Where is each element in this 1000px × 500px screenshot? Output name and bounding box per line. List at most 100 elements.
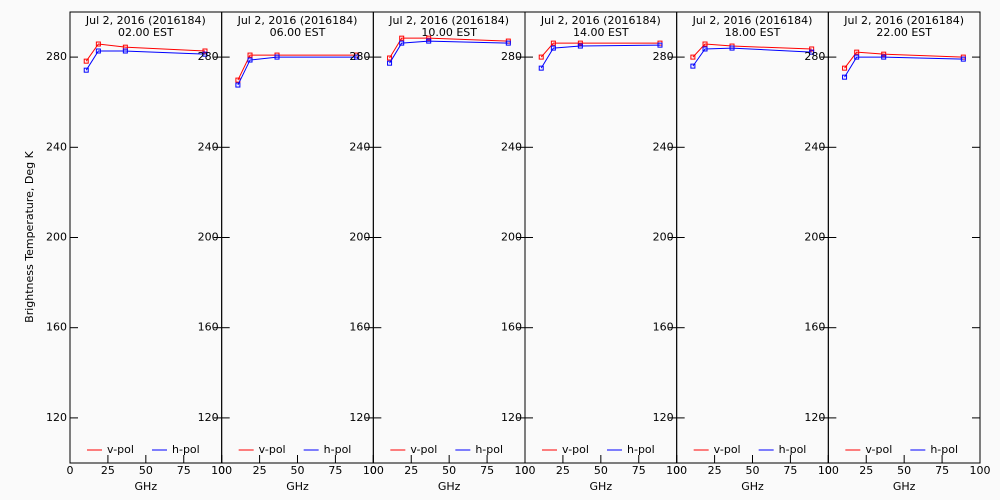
data-point bbox=[842, 74, 848, 80]
series-line bbox=[389, 40, 509, 64]
series-line bbox=[844, 56, 964, 78]
data-point bbox=[881, 54, 887, 60]
x-axis-label: GHz bbox=[135, 480, 158, 493]
y-tick-label: 240 bbox=[804, 140, 825, 153]
data-point bbox=[577, 40, 583, 46]
legend-label: v-pol bbox=[714, 443, 741, 456]
legend-label: v-pol bbox=[562, 443, 589, 456]
y-tick-label: 120 bbox=[46, 411, 67, 424]
x-axis-label: GHz bbox=[741, 480, 764, 493]
series-line bbox=[85, 50, 206, 71]
legend-label: h-pol bbox=[324, 443, 352, 456]
y-tick-label: 280 bbox=[46, 50, 67, 63]
series-line bbox=[85, 43, 206, 62]
data-point bbox=[809, 49, 815, 55]
chart-title: Jul 2, 2016 (2016184) bbox=[843, 14, 964, 27]
y-tick-label: 160 bbox=[198, 321, 219, 334]
data-point bbox=[202, 48, 208, 54]
data-point bbox=[550, 40, 556, 46]
x-tick-label: 100 bbox=[970, 464, 991, 477]
chart-title: Jul 2, 2016 (2016184) bbox=[692, 14, 813, 27]
data-point bbox=[83, 67, 89, 73]
x-tick-label: 25 bbox=[101, 464, 115, 477]
data-point bbox=[842, 65, 848, 71]
legend-label: h-pol bbox=[475, 443, 503, 456]
x-tick-label: 75 bbox=[328, 464, 342, 477]
y-tick-label: 240 bbox=[653, 140, 674, 153]
y-tick-label: 160 bbox=[501, 321, 522, 334]
y-tick-label: 120 bbox=[349, 411, 370, 424]
data-point bbox=[690, 54, 696, 60]
data-point bbox=[854, 54, 860, 60]
data-point bbox=[854, 49, 860, 55]
x-tick-label: 50 bbox=[897, 464, 911, 477]
y-tick-label: 160 bbox=[804, 321, 825, 334]
chart-subtitle: 18.00 EST bbox=[725, 26, 781, 39]
data-point bbox=[538, 54, 544, 60]
data-point bbox=[577, 43, 583, 49]
y-axis-label: Brightness Temperature, Deg K bbox=[23, 150, 36, 322]
data-point bbox=[95, 41, 101, 47]
data-point bbox=[399, 35, 405, 41]
data-point bbox=[247, 57, 253, 63]
series-line bbox=[844, 51, 964, 69]
y-tick-label: 200 bbox=[501, 231, 522, 244]
legend-label: v-pol bbox=[410, 443, 437, 456]
y-tick-label: 160 bbox=[349, 321, 370, 334]
y-tick-label: 160 bbox=[46, 321, 67, 334]
series-line bbox=[692, 47, 812, 67]
legend-label: h-pol bbox=[627, 443, 655, 456]
legend-label: v-pol bbox=[865, 443, 892, 456]
y-tick-label: 200 bbox=[804, 231, 825, 244]
data-point bbox=[960, 56, 966, 62]
x-tick-label: 75 bbox=[632, 464, 646, 477]
x-tick-label: 0 bbox=[218, 464, 225, 477]
y-tick-label: 120 bbox=[653, 411, 674, 424]
data-point bbox=[387, 60, 393, 66]
x-tick-label: 100 bbox=[666, 464, 687, 477]
x-tick-label: 100 bbox=[211, 464, 232, 477]
chart-subtitle: 02.00 EST bbox=[118, 26, 174, 39]
data-point bbox=[809, 46, 815, 52]
x-tick-label: 50 bbox=[594, 464, 608, 477]
chart-title: Jul 2, 2016 (2016184) bbox=[388, 14, 509, 27]
data-point bbox=[657, 42, 663, 48]
y-tick-label: 120 bbox=[198, 411, 219, 424]
legend-label: h-pol bbox=[779, 443, 807, 456]
y-tick-label: 120 bbox=[804, 411, 825, 424]
y-tick-label: 240 bbox=[501, 140, 522, 153]
data-point bbox=[550, 45, 556, 51]
x-tick-label: 25 bbox=[404, 464, 418, 477]
chart-subtitle: 06.00 EST bbox=[270, 26, 326, 39]
plot-frame bbox=[827, 11, 981, 464]
series-line bbox=[692, 43, 812, 58]
data-point bbox=[202, 51, 208, 57]
y-tick-label: 120 bbox=[501, 411, 522, 424]
chart-subtitle: 14.00 EST bbox=[573, 26, 629, 39]
x-tick-label: 50 bbox=[139, 464, 153, 477]
x-axis-label: GHz bbox=[590, 480, 613, 493]
legend-label: h-pol bbox=[930, 443, 958, 456]
data-point bbox=[881, 51, 887, 57]
data-point bbox=[702, 41, 708, 47]
y-tick-label: 280 bbox=[501, 50, 522, 63]
y-tick-label: 200 bbox=[653, 231, 674, 244]
x-tick-label: 100 bbox=[515, 464, 536, 477]
data-point bbox=[505, 40, 511, 46]
data-point bbox=[702, 46, 708, 52]
y-tick-label: 200 bbox=[46, 231, 67, 244]
x-axis-label: GHz bbox=[893, 480, 916, 493]
x-tick-label: 75 bbox=[177, 464, 191, 477]
x-tick-label: 100 bbox=[363, 464, 384, 477]
data-point bbox=[729, 45, 735, 51]
y-tick-label: 160 bbox=[653, 321, 674, 334]
data-point bbox=[274, 54, 280, 60]
x-tick-label: 0 bbox=[370, 464, 377, 477]
legend-label: v-pol bbox=[107, 443, 134, 456]
x-tick-label: 75 bbox=[480, 464, 494, 477]
x-tick-label: 0 bbox=[522, 464, 529, 477]
series-line bbox=[540, 42, 660, 58]
series-line bbox=[540, 44, 660, 69]
data-point bbox=[235, 82, 241, 88]
x-tick-label: 25 bbox=[253, 464, 267, 477]
